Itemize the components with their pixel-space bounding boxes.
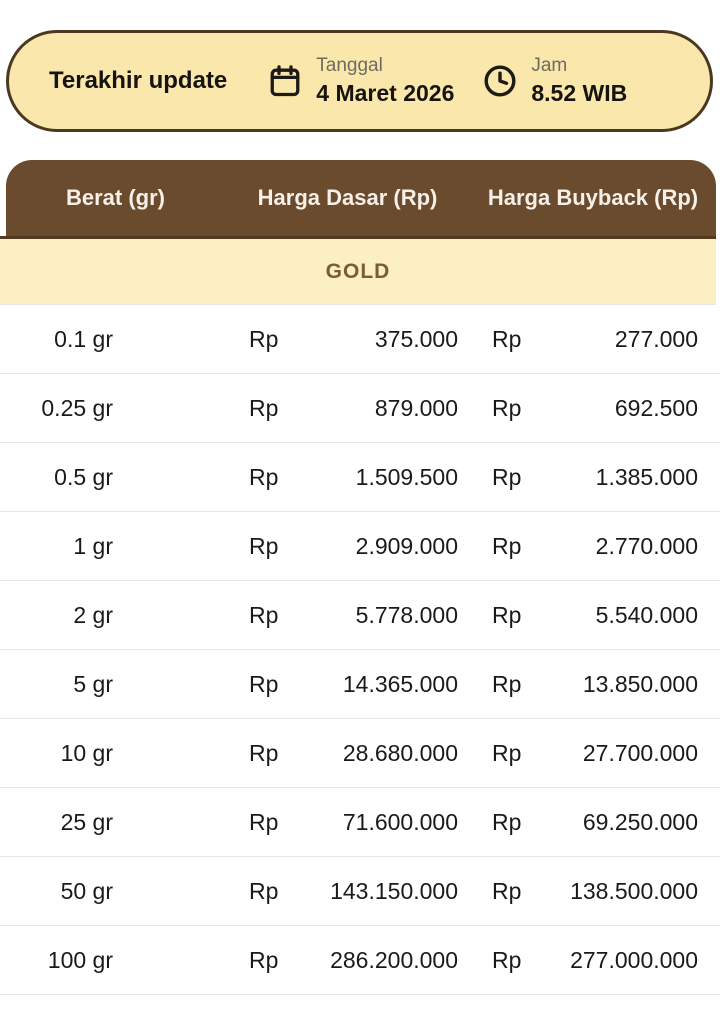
buyback-price-cell: Rp 138.500.000 — [470, 878, 716, 905]
weight-cell: 0.5 gr — [54, 463, 113, 490]
base-price-cell: Rp 286.200.000 — [225, 947, 470, 974]
buyback-price-value: 138.500.000 — [570, 877, 698, 904]
base-price-cell: Rp 5.778.000 — [225, 602, 470, 629]
section-label: GOLD — [325, 259, 391, 283]
weight-cell: 0.1 gr — [54, 325, 113, 352]
banner-title: Terakhir update — [49, 67, 228, 94]
table-row: 25 gr Rp 71.600.000 Rp 69.250.000 — [0, 788, 720, 857]
currency-label: Rp — [249, 532, 279, 559]
base-price-value: 5.778.000 — [355, 601, 458, 628]
buyback-price-value: 277.000 — [614, 325, 698, 352]
base-price-cell: Rp 879.000 — [225, 395, 470, 422]
last-update-banner: Terakhir update Tanggal 4 Maret 2026 Jam… — [6, 30, 713, 132]
base-price-cell: Rp 71.600.000 — [225, 809, 470, 836]
update-time-info: Jam 8.52 WIB — [482, 55, 627, 108]
base-price-value: 879.000 — [374, 394, 458, 421]
buyback-price-cell: Rp 2.770.000 — [470, 533, 716, 560]
currency-label: Rp — [249, 808, 279, 835]
currency-label: Rp — [492, 808, 522, 835]
currency-label: Rp — [249, 463, 279, 490]
currency-label: Rp — [492, 739, 522, 766]
gold-price-table: Berat (gr) Harga Dasar (Rp) Harga Buybac… — [0, 160, 720, 995]
weight-cell: 2 gr — [73, 601, 113, 628]
base-price-cell: Rp 28.680.000 — [225, 740, 470, 767]
currency-label: Rp — [492, 601, 522, 628]
currency-label: Rp — [492, 670, 522, 697]
currency-label: Rp — [492, 877, 522, 904]
table-row: 0.5 gr Rp 1.509.500 Rp 1.385.000 — [0, 443, 720, 512]
section-header-gold: GOLD — [0, 236, 716, 305]
currency-label: Rp — [492, 394, 522, 421]
buyback-price-cell: Rp 13.850.000 — [470, 671, 716, 698]
buyback-price-value: 69.250.000 — [582, 808, 698, 835]
weight-cell: 50 gr — [60, 877, 113, 904]
base-price-value: 375.000 — [374, 325, 458, 352]
date-label: Tanggal — [316, 54, 383, 76]
time-label: Jam — [531, 54, 568, 76]
base-price-value: 143.150.000 — [330, 877, 458, 904]
buyback-price-value: 5.540.000 — [595, 601, 698, 628]
column-header-harga-dasar: Harga Dasar (Rp) — [257, 185, 438, 210]
table-row: 0.1 gr Rp 375.000 Rp 277.000 — [0, 305, 720, 374]
base-price-value: 286.200.000 — [330, 946, 458, 973]
currency-label: Rp — [492, 532, 522, 559]
buyback-price-cell: Rp 69.250.000 — [470, 809, 716, 836]
weight-cell: 10 gr — [60, 739, 113, 766]
table-row: 2 gr Rp 5.778.000 Rp 5.540.000 — [0, 581, 720, 650]
calendar-icon — [270, 65, 300, 97]
currency-label: Rp — [492, 325, 522, 352]
column-header-harga-buyback: Harga Buyback (Rp) — [487, 185, 699, 210]
date-value: 4 Maret 2026 — [316, 80, 455, 107]
base-price-cell: Rp 1.509.500 — [225, 464, 470, 491]
table-header-row: Berat (gr) Harga Dasar (Rp) Harga Buybac… — [6, 160, 716, 236]
weight-cell: 1 gr — [73, 532, 113, 559]
weight-cell: 5 gr — [73, 670, 113, 697]
column-header-berat: Berat (gr) — [65, 185, 165, 210]
currency-label: Rp — [249, 601, 279, 628]
currency-label: Rp — [249, 394, 279, 421]
base-price-value: 28.680.000 — [342, 739, 458, 766]
currency-label: Rp — [492, 463, 522, 490]
update-date-info: Tanggal 4 Maret 2026 — [267, 55, 454, 108]
buyback-price-value: 277.000.000 — [570, 946, 698, 973]
buyback-price-cell: Rp 277.000 — [470, 326, 716, 353]
base-price-value: 14.365.000 — [342, 670, 458, 697]
table-row: 1 gr Rp 2.909.000 Rp 2.770.000 — [0, 512, 720, 581]
buyback-price-cell: Rp 5.540.000 — [470, 602, 716, 629]
buyback-price-cell: Rp 27.700.000 — [470, 740, 716, 767]
time-value: 8.52 WIB — [531, 80, 628, 107]
table-row: 10 gr Rp 28.680.000 Rp 27.700.000 — [0, 719, 720, 788]
buyback-price-value: 1.385.000 — [595, 463, 698, 490]
table-row: 0.25 gr Rp 879.000 Rp 692.500 — [0, 374, 720, 443]
base-price-cell: Rp 14.365.000 — [225, 671, 470, 698]
base-price-value: 1.509.500 — [355, 463, 458, 490]
buyback-price-value: 2.770.000 — [595, 532, 698, 559]
base-price-value: 71.600.000 — [342, 808, 458, 835]
base-price-cell: Rp 143.150.000 — [225, 878, 470, 905]
currency-label: Rp — [249, 325, 279, 352]
base-price-value: 2.909.000 — [355, 532, 458, 559]
currency-label: Rp — [249, 739, 279, 766]
base-price-cell: Rp 2.909.000 — [225, 533, 470, 560]
currency-label: Rp — [492, 946, 522, 973]
table-row: 100 gr Rp 286.200.000 Rp 277.000.000 — [0, 926, 720, 995]
buyback-price-cell: Rp 277.000.000 — [470, 947, 716, 974]
buyback-price-cell: Rp 692.500 — [470, 395, 716, 422]
table-row: 50 gr Rp 143.150.000 Rp 138.500.000 — [0, 857, 720, 926]
weight-cell: 25 gr — [60, 808, 113, 835]
buyback-price-value: 27.700.000 — [582, 739, 698, 766]
base-price-cell: Rp 375.000 — [225, 326, 470, 353]
buyback-price-cell: Rp 1.385.000 — [470, 464, 716, 491]
currency-label: Rp — [249, 877, 279, 904]
weight-cell: 0.25 gr — [41, 394, 113, 421]
clock-icon — [484, 65, 516, 97]
buyback-price-value: 692.500 — [614, 394, 698, 421]
currency-label: Rp — [249, 946, 279, 973]
currency-label: Rp — [249, 670, 279, 697]
table-body: 0.1 gr Rp 375.000 Rp 277.000 0.25 gr Rp … — [0, 305, 720, 995]
table-row: 5 gr Rp 14.365.000 Rp 13.850.000 — [0, 650, 720, 719]
weight-cell: 100 gr — [47, 946, 113, 973]
buyback-price-value: 13.850.000 — [582, 670, 698, 697]
